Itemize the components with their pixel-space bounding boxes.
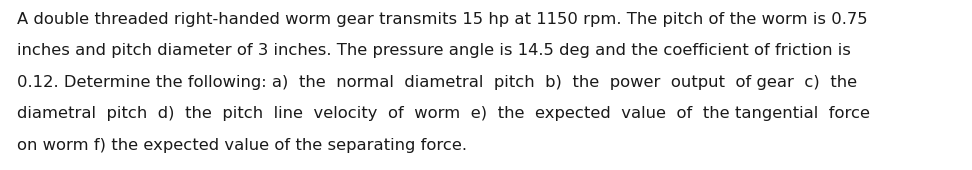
Text: A double threaded right-handed worm gear transmits 15 hp at 1150 rpm. The pitch : A double threaded right-handed worm gear… [17, 12, 868, 27]
Text: 0.12. Determine the following: a)  the  normal  diametral  pitch  b)  the  power: 0.12. Determine the following: a) the no… [17, 75, 857, 90]
Text: inches and pitch diameter of 3 inches. The pressure angle is 14.5 deg and the co: inches and pitch diameter of 3 inches. T… [17, 43, 851, 58]
Text: diametral  pitch  d)  the  pitch  line  velocity  of  worm  e)  the  expected  v: diametral pitch d) the pitch line veloci… [17, 106, 871, 121]
Text: on worm f) the expected value of the separating force.: on worm f) the expected value of the sep… [17, 138, 468, 153]
